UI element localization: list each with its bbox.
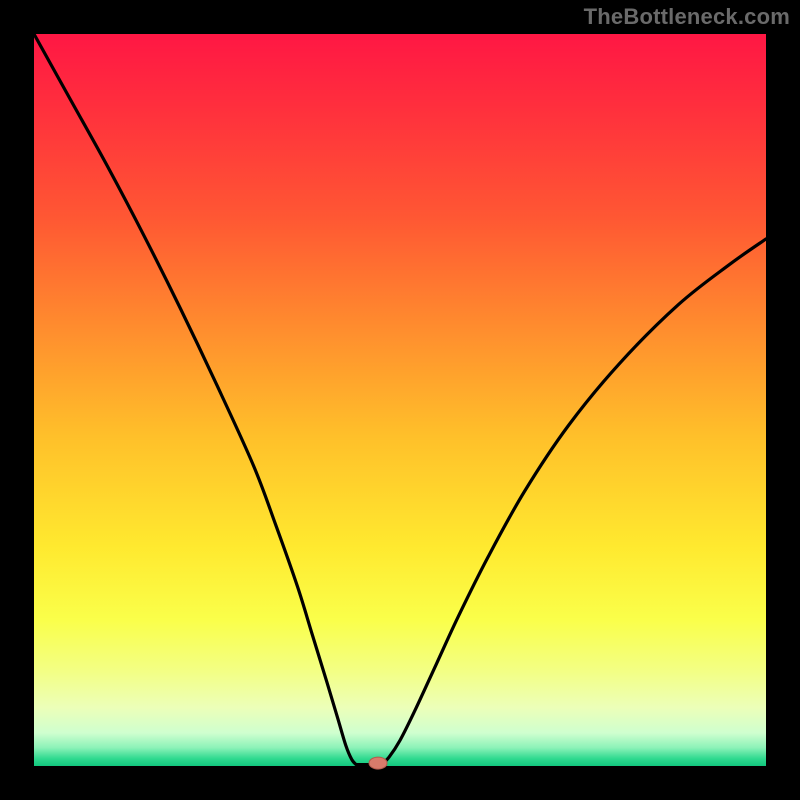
watermark-text: TheBottleneck.com xyxy=(584,4,790,30)
plot-background xyxy=(34,34,766,766)
bottleneck-chart xyxy=(0,0,800,800)
minimum-marker xyxy=(369,757,387,769)
